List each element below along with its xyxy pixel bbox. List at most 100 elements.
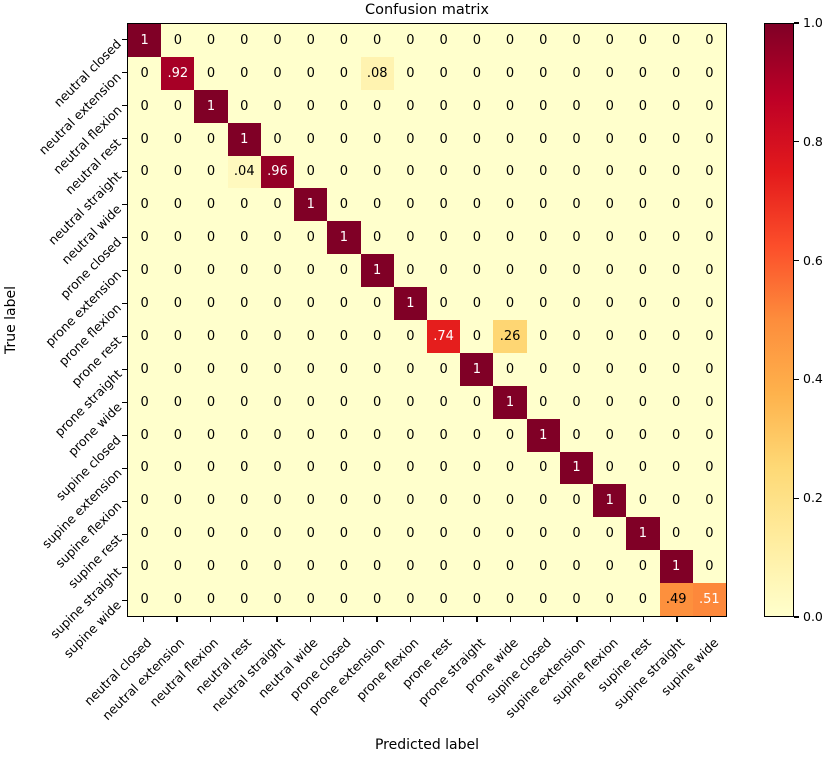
heatmap-cell: 0 [393, 155, 427, 189]
heatmap-cell: 0 [161, 352, 195, 386]
heatmap-cell: 0 [526, 24, 560, 57]
y-axis-tick [122, 566, 127, 569]
heatmap-cell: 0 [260, 517, 295, 551]
heatmap-cell: 0 [393, 352, 427, 386]
heatmap-cell: 0 [593, 155, 627, 189]
heatmap-cell: 0 [626, 550, 660, 584]
heatmap-cell: 0 [526, 56, 560, 90]
heatmap-cell: 0 [692, 89, 726, 123]
heatmap-cell: 0 [161, 155, 195, 189]
heatmap-cell: 0 [227, 24, 261, 57]
heatmap-cell: 0 [526, 484, 560, 518]
heatmap-cell: 0 [360, 583, 394, 616]
y-axis-tick [122, 335, 127, 338]
heatmap-cell: 0 [128, 583, 162, 616]
heatmap-cell: 0 [327, 320, 361, 353]
heatmap-cell: 0 [294, 550, 328, 584]
x-axis-tick [409, 617, 411, 622]
heatmap-cell: 0 [559, 287, 594, 320]
heatmap-cell: 0 [393, 254, 427, 288]
heatmap-cell: 0 [360, 221, 394, 255]
colorbar-tick [794, 616, 799, 618]
heatmap-cell: 0 [692, 418, 726, 452]
y-tick-label: neutral extension [36, 69, 125, 158]
heatmap-cell: 0 [692, 155, 726, 189]
x-tick-label: neutral straight [208, 634, 288, 714]
heatmap-cell: 0 [294, 352, 328, 386]
y-axis-tick [122, 137, 127, 140]
y-tick-label: prone closed [56, 234, 125, 302]
heatmap-cell: 0 [559, 221, 594, 255]
heatmap-cell: 0 [260, 583, 295, 616]
heatmap-cell: 0 [493, 287, 527, 320]
heatmap-cell: 0 [593, 451, 627, 485]
y-axis-tick [122, 302, 127, 305]
heatmap-cell: 0 [493, 484, 527, 518]
heatmap-cell: 0 [227, 583, 261, 616]
heatmap-cell: 0 [194, 56, 228, 90]
heatmap-cell: 0 [294, 122, 328, 156]
colorbar-tick [794, 141, 799, 143]
heatmap-cell: 0 [593, 221, 627, 255]
heatmap-cell: .26 [493, 320, 527, 353]
heatmap-cell: 0 [659, 320, 693, 353]
colorbar-tick-label: 0.0 [803, 608, 823, 624]
heatmap-cell: 0 [593, 254, 627, 288]
x-tick-label: supine flexion [548, 634, 621, 707]
y-tick-label: neutral straight [44, 168, 125, 248]
colorbar-tick-label: 0.6 [803, 252, 823, 268]
heatmap-cell: 0 [294, 89, 328, 123]
heatmap-cell: 0 [128, 320, 162, 353]
heatmap-cell: 0 [526, 188, 560, 222]
heatmap-cell: 0 [526, 221, 560, 255]
heatmap-cell: 0 [493, 89, 527, 123]
heatmap-cell: 1 [327, 221, 361, 255]
heatmap-cell: 0 [626, 254, 660, 288]
heatmap-cell: 0 [260, 484, 295, 518]
y-axis-tick [122, 401, 127, 404]
heatmap-cell: 0 [194, 320, 228, 353]
heatmap-cell: 0 [128, 385, 162, 419]
y-axis-tick [122, 599, 127, 602]
heatmap-cell: 0 [692, 254, 726, 288]
heatmap-cell: 0 [161, 385, 195, 419]
heatmap-cell: 0 [227, 352, 261, 386]
heatmap-cell: 0 [526, 287, 560, 320]
x-tick-label: prone rest [398, 634, 455, 691]
heatmap-cell: 0 [360, 24, 394, 57]
heatmap-cell: 0 [426, 550, 461, 584]
heatmap-cell: 0 [460, 385, 494, 419]
heatmap-cell: 1 [626, 517, 660, 551]
heatmap-cell: 0 [526, 517, 560, 551]
heatmap-cell: 0 [260, 320, 295, 353]
x-tick-label: neutral rest [192, 634, 255, 697]
heatmap-cell: 0 [327, 550, 361, 584]
heatmap-cell: 0 [194, 122, 228, 156]
x-axis-tick [476, 617, 478, 622]
heatmap-cell: 0 [559, 583, 594, 616]
heatmap-cell: 0 [360, 517, 394, 551]
heatmap-cell: 1 [294, 188, 328, 222]
y-tick-label: supine closed [53, 432, 125, 504]
heatmap-cell: 0 [128, 254, 162, 288]
heatmap-cell: 0 [294, 517, 328, 551]
heatmap-cell: 0 [626, 451, 660, 485]
x-axis-tick [509, 617, 511, 622]
heatmap-cell: 0 [426, 385, 461, 419]
heatmap-cell: 0 [692, 451, 726, 485]
heatmap-cell: 0 [227, 451, 261, 485]
heatmap-cell: 0 [493, 352, 527, 386]
heatmap-cell: 0 [626, 155, 660, 189]
y-tick-label: prone rest [68, 333, 125, 390]
heatmap-cell: 0 [194, 352, 228, 386]
heatmap-cell: 0 [327, 484, 361, 518]
heatmap-cell: 1 [659, 550, 693, 584]
heatmap-cell: 0 [493, 56, 527, 90]
heatmap-cell: 0 [692, 221, 726, 255]
heatmap-cell: 0 [327, 254, 361, 288]
heatmap-cell: 0 [692, 352, 726, 386]
heatmap-cell: 0 [526, 583, 560, 616]
heatmap-cell: 0 [626, 89, 660, 123]
heatmap-cell: 1 [227, 122, 261, 156]
heatmap-cell: 0 [659, 385, 693, 419]
